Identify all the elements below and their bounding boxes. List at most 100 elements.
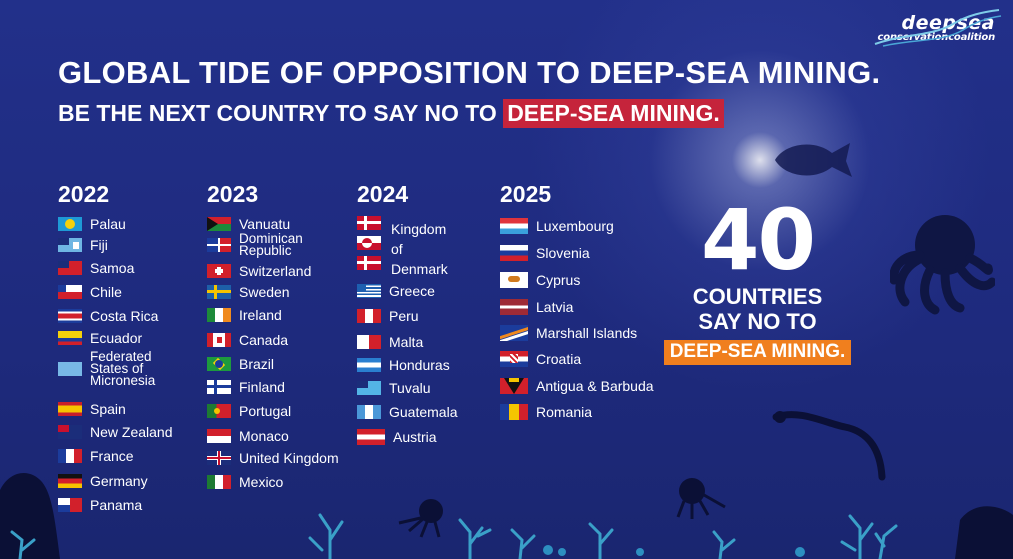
country-label: Romania (536, 404, 593, 420)
flag-icon (207, 238, 231, 252)
country-label: Tuvalu (389, 380, 431, 396)
country-item: Spain (58, 401, 126, 417)
year-heading: 2023 (207, 181, 259, 207)
country-item: Cyprus (500, 272, 580, 288)
flag-icon (58, 402, 82, 416)
country-item: Brazil (207, 356, 274, 372)
country-item: France (58, 448, 134, 464)
flag-icon (58, 425, 82, 439)
country-count: 40 (701, 191, 816, 289)
page-title: GLOBAL TIDE OF OPPOSITION TO DEEP-SEA MI… (58, 55, 881, 90)
country-item: Chile (58, 284, 122, 300)
flag-icon (207, 451, 231, 465)
country-label: Portugal (239, 403, 292, 419)
country-label: Greece (389, 283, 435, 299)
country-item: Ecuador (58, 330, 142, 346)
country-counter: 40 COUNTRIES SAY NO TO DEEP-SEA MINING. (655, 196, 860, 365)
country-label: Spain (90, 401, 126, 417)
country-item: Canada (207, 332, 288, 348)
flag-icon (500, 245, 528, 261)
flag-icon (207, 380, 231, 394)
counter-line-1: COUNTRIES (692, 284, 823, 309)
year-column-2022: 2022 Palau Fiji Samoa Chile Costa Rica (58, 181, 198, 536)
country-label: Marshall Islands (536, 325, 638, 341)
flag-icon (357, 429, 385, 445)
country-item: Guatemala (357, 404, 457, 420)
flag-icon (500, 351, 528, 367)
country-item: Panama (58, 497, 142, 513)
country-item: Mexico (207, 474, 283, 490)
country-label: New Zealand (90, 424, 173, 440)
country-item: Romania (500, 404, 592, 420)
country-item: Portugal (207, 403, 291, 419)
country-item: Vanuatu (207, 216, 290, 232)
country-label: Malta (389, 334, 424, 350)
country-label: Fiji (90, 237, 108, 253)
country-label: Mexico (239, 474, 284, 490)
flag-icon (207, 429, 231, 443)
flag-icon (500, 325, 528, 341)
flag-icon (357, 405, 381, 419)
subtitle-highlight: DEEP-SEA MINING. (503, 99, 724, 128)
country-item: Palau (58, 216, 126, 232)
deepsea-coalition-logo[interactable]: deepsea conservationcoalition (878, 14, 996, 43)
year-column-2023: 2023 Vanuatu Dominican Republic Switzerl… (207, 181, 352, 536)
country-label: Peru (389, 308, 419, 324)
country-item: Tuvalu (357, 380, 431, 396)
country-label: Palau (90, 216, 126, 232)
flag-icon (207, 285, 231, 299)
year-heading: 2022 (58, 181, 110, 207)
flag-icon (207, 475, 231, 489)
country-label: Costa Rica (90, 308, 159, 324)
flag-icon (500, 378, 528, 394)
flag-icon (357, 236, 381, 250)
flag-icon (58, 474, 82, 488)
flag-icon (500, 218, 528, 234)
country-label: Canada (239, 332, 289, 348)
country-label: Croatia (536, 351, 582, 367)
flag-icon (357, 284, 381, 298)
flag-icon (500, 299, 528, 315)
counter-highlight: DEEP-SEA MINING. (663, 340, 852, 365)
country-item: Malta (357, 334, 423, 350)
flag-icon (207, 404, 231, 418)
country-label: Panama (90, 497, 143, 513)
octopus-icon (890, 215, 995, 315)
year-heading: 2024 (357, 181, 409, 207)
flag-icon (58, 449, 82, 463)
flag-icon (500, 272, 528, 288)
country-label-text: Federated States of Micronesia (90, 349, 156, 388)
country-item: Greece (357, 283, 435, 299)
country-label: Kingdom of Denmark (391, 221, 448, 277)
flag-icon (357, 335, 381, 349)
country-label: Cyprus (536, 272, 581, 288)
country-label: Ecuador (90, 330, 143, 346)
flag-icon (357, 309, 381, 323)
year-heading: 2025 (500, 181, 552, 207)
country-item: Dominican Republic (207, 232, 314, 258)
country-label: Guatemala (389, 404, 458, 420)
eel-icon (772, 411, 886, 481)
country-item: Marshall Islands (500, 325, 637, 341)
country-item: Croatia (500, 351, 581, 367)
flag-icon (207, 357, 231, 371)
country-item: Costa Rica (58, 308, 158, 324)
flag-icon (58, 331, 82, 345)
counter-line-2: SAY NO TO (698, 309, 817, 334)
flag-icon (58, 261, 82, 275)
country-label: Dominican Republic (239, 232, 314, 258)
flag-icon (357, 358, 381, 372)
fish-icon (775, 143, 852, 177)
country-item: Germany (58, 473, 148, 489)
country-label: France (90, 448, 134, 464)
country-item: Sweden (207, 284, 290, 300)
country-item: Samoa (58, 260, 134, 276)
year-column-2024: 2024 Kingdom of Denmark Greece Peru Malt… (357, 181, 487, 476)
flag-icon (207, 264, 231, 278)
flag-icon (58, 309, 82, 323)
country-label: Luxembourg (536, 218, 614, 234)
flag-icon (207, 217, 231, 231)
jellyfish-icon (398, 499, 443, 538)
country-label: Switzerland (239, 263, 312, 279)
